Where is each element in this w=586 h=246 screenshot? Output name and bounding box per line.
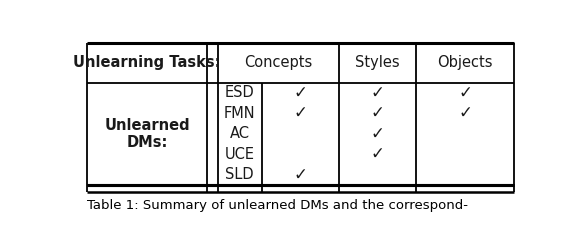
Text: ✓: ✓ <box>370 104 384 122</box>
Text: Unlearning Tasks:: Unlearning Tasks: <box>73 55 221 70</box>
Text: UCE: UCE <box>224 147 255 162</box>
Text: ✓: ✓ <box>458 104 472 122</box>
Text: ✓: ✓ <box>294 104 307 122</box>
Text: Concepts: Concepts <box>244 55 312 70</box>
Text: ✓: ✓ <box>294 166 307 184</box>
Text: Unlearned
DMs:: Unlearned DMs: <box>104 118 190 150</box>
Text: ✓: ✓ <box>458 84 472 102</box>
Text: AC: AC <box>230 126 250 141</box>
Text: Styles: Styles <box>355 55 400 70</box>
Text: SLD: SLD <box>226 167 254 182</box>
Text: ✓: ✓ <box>370 84 384 102</box>
Text: Table 1: Summary of unlearned DMs and the correspond-: Table 1: Summary of unlearned DMs and th… <box>87 199 468 212</box>
Text: ✓: ✓ <box>294 84 307 102</box>
Text: Objects: Objects <box>437 55 493 70</box>
Text: ✓: ✓ <box>370 145 384 163</box>
Text: ✓: ✓ <box>370 125 384 143</box>
Text: ESD: ESD <box>225 85 254 100</box>
Text: FMN: FMN <box>224 106 255 121</box>
